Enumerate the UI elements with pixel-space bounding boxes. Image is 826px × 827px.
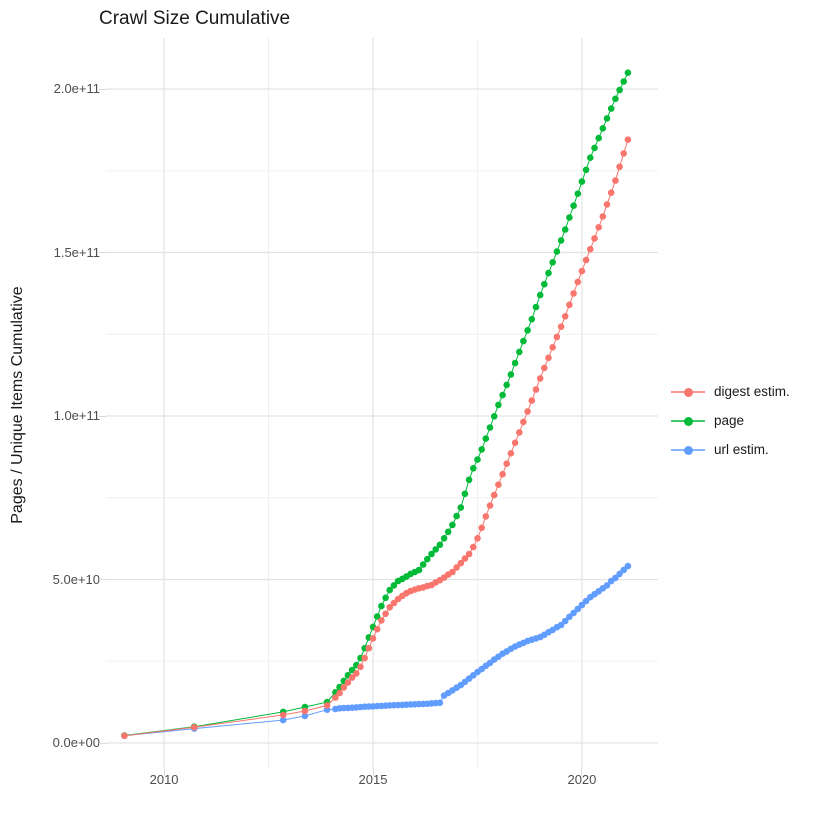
y-axis-tick-label: 5.0e+10 [52,571,100,587]
y-axis-tick-label: 1.5e+11 [53,244,100,260]
x-axis-tick-mark [372,769,374,776]
series-page [121,69,632,739]
y-axis-tick-label: 2.0e+11 [53,81,100,96]
chart-title: Crawl Size Cumulative [99,8,291,29]
legend-label: url estim. [714,442,769,457]
y-axis-tick-mark [99,742,106,744]
legend-key-icon [670,413,706,429]
x-axis-tick-mark [163,769,165,776]
legend-entry: page [670,406,790,435]
series-url-estim [121,562,632,740]
y-axis-tick-mark [99,252,106,253]
legend-label: digest estim. [714,384,790,399]
legend-label: page [714,413,745,428]
legend: digest estim. page url estim. [670,377,790,464]
x-axis-tick-label: 2010 [149,772,179,787]
y-axis-tick-label: 0.0e+00 [52,735,100,750]
plot-panel [106,38,658,769]
legend-key-icon [670,442,706,458]
legend-key-icon [670,384,706,400]
x-axis-tick-label: 2020 [567,772,597,787]
y-axis-tick-label: 1.0e+11 [53,408,100,423]
x-axis-tick-label: 2015 [358,772,388,787]
x-axis-tick-mark [581,769,583,776]
series-digest-estim [121,136,632,740]
major-gridlines [106,38,658,769]
y-axis-tick-mark [99,579,106,580]
y-axis-title: Pages / Unique Items Cumulative [9,286,26,524]
legend-entry: digest estim. [670,377,790,406]
legend-entry: url estim. [670,435,790,464]
y-axis-tick-mark [99,88,106,90]
minor-gridlines [106,38,658,769]
y-axis-tick-mark [99,415,106,417]
plot-svg [106,38,658,769]
